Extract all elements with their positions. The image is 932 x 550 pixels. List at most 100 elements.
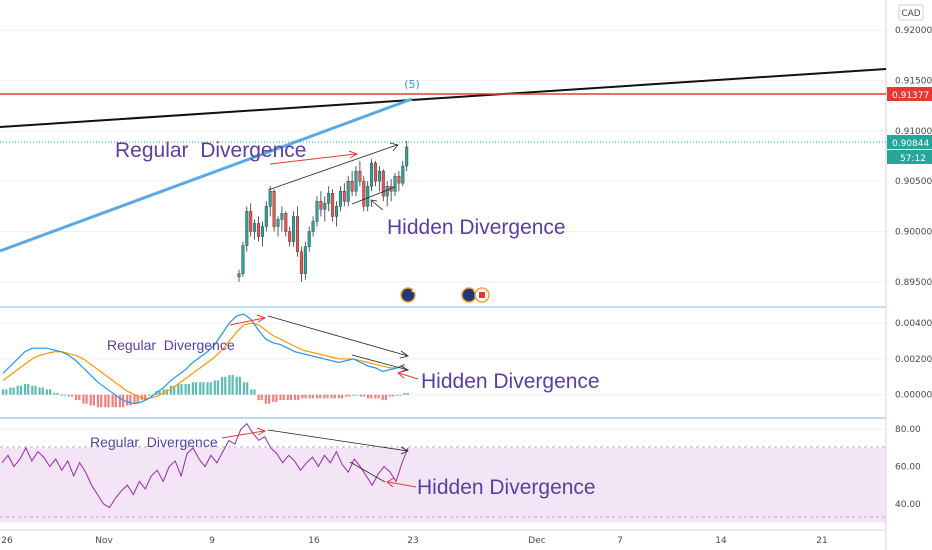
histogram-bar xyxy=(60,394,63,396)
macd-grid xyxy=(0,322,886,396)
currency-label: CAD xyxy=(901,9,920,19)
y-tick-label: 0.90000 xyxy=(895,228,932,238)
histogram-bar xyxy=(34,385,37,395)
histogram-bar xyxy=(403,392,406,395)
candle-body xyxy=(311,221,315,232)
candle-body xyxy=(272,191,276,227)
annotation-regular-divergence-macd[interactable]: Regular Divergence xyxy=(107,337,235,353)
y-tick-label: 0.92000 xyxy=(895,26,932,36)
macd-divergence-upper-line[interactable] xyxy=(267,315,409,357)
histogram-bar xyxy=(63,394,66,396)
y-tick-label: 0.00000 xyxy=(895,391,932,401)
wave-label[interactable]: (5) xyxy=(404,78,420,91)
candle xyxy=(253,219,257,240)
histogram-bar xyxy=(78,394,81,401)
candle xyxy=(358,161,362,187)
candle-body xyxy=(401,165,405,184)
candle xyxy=(249,203,253,237)
hidden-divergence-line[interactable] xyxy=(351,186,396,205)
candle xyxy=(354,166,358,197)
histogram-bar xyxy=(279,394,282,401)
histogram-bar xyxy=(100,394,103,408)
x-tick-label: Nov xyxy=(95,536,113,546)
candle xyxy=(346,176,350,207)
candle-body xyxy=(370,162,374,187)
level-price-label[interactable]: 0.91377 xyxy=(887,87,932,101)
histogram-bar xyxy=(92,394,95,406)
histogram-bar xyxy=(216,380,220,395)
candle-body xyxy=(358,170,362,182)
candle-body xyxy=(280,213,284,220)
histogram-bar xyxy=(264,394,267,404)
histogram-bar xyxy=(257,394,260,401)
candle xyxy=(342,183,346,207)
histogram-bar xyxy=(231,375,234,395)
histogram-bar xyxy=(384,394,387,401)
histogram-bar xyxy=(111,394,114,408)
candle xyxy=(323,196,327,222)
candle-body xyxy=(350,180,354,192)
last-price-label[interactable]: 0.90844 57:12 xyxy=(887,135,932,164)
candle-body xyxy=(257,223,261,237)
annotation-regular-divergence-price[interactable]: Regular Divergence xyxy=(115,139,306,162)
histogram-bar xyxy=(250,389,253,395)
time-axis[interactable]: 26 Nov 9 16 23 Dec 7 14 21 xyxy=(1,536,827,546)
histogram-bar xyxy=(224,376,227,395)
histogram-bar xyxy=(330,394,333,399)
histogram-bar xyxy=(308,394,311,399)
event-badge-1[interactable]: 2 xyxy=(400,285,417,303)
histogram-bar xyxy=(396,394,399,396)
histogram-bar xyxy=(191,382,194,395)
level-price-label-box xyxy=(887,87,932,101)
annotation-hidden-divergence-price[interactable]: Hidden Divergence xyxy=(387,216,566,239)
regular-divergence-top-line[interactable] xyxy=(267,144,398,191)
candle-body xyxy=(354,170,358,192)
red-arrowhead xyxy=(386,477,395,488)
pointer-line-hidden xyxy=(371,200,384,211)
candle xyxy=(350,171,354,197)
price-axis[interactable]: 0.92000 0.91500 0.91000 0.90500 0.90000 0.895… xyxy=(895,26,932,510)
event-badge-2[interactable]: 2 xyxy=(461,285,490,303)
histogram-bar xyxy=(56,392,59,395)
candle-body xyxy=(307,231,311,247)
histogram-bar xyxy=(82,394,85,404)
histogram-bar xyxy=(333,394,336,399)
histogram-bar xyxy=(49,389,52,395)
macd-signal-line xyxy=(2,322,405,399)
histogram-bar xyxy=(319,394,322,399)
annotation-regular-divergence-rsi[interactable]: Regular Divergence xyxy=(90,434,218,450)
candle xyxy=(237,269,241,282)
y-tick-label: 60.00 xyxy=(895,463,921,473)
histogram-bar xyxy=(326,394,329,399)
histogram-bar xyxy=(213,380,216,395)
candle-body xyxy=(393,175,397,192)
macd-red-arrows xyxy=(229,314,419,380)
y-tick-label: 40.00 xyxy=(895,500,921,510)
histogram-bar xyxy=(337,394,340,399)
trendline-blue[interactable] xyxy=(0,97,413,253)
candle-body xyxy=(366,186,370,207)
histogram-bar xyxy=(162,389,165,395)
candle-body xyxy=(253,223,257,232)
currency-badge[interactable]: CAD xyxy=(898,4,924,21)
x-tick-label: 21 xyxy=(816,536,827,546)
candle xyxy=(389,179,393,202)
rsi-divergence-upper-line[interactable] xyxy=(267,429,409,452)
trendline-black[interactable] xyxy=(0,68,887,128)
candle-body xyxy=(303,246,307,274)
annotation-hidden-divergence-rsi[interactable]: Hidden Divergence xyxy=(417,476,596,499)
flag-icon-mark xyxy=(479,292,485,298)
macd-divergence-lower-line[interactable] xyxy=(351,354,409,371)
macd-histogram xyxy=(2,375,409,408)
histogram-bar xyxy=(275,394,278,402)
rsi-divergence-lower-line[interactable] xyxy=(349,461,386,483)
histogram-bar xyxy=(315,394,319,399)
candle xyxy=(315,196,319,227)
y-tick-label: 0.91000 xyxy=(895,127,932,137)
histogram-bar xyxy=(114,394,117,408)
candle-body xyxy=(319,201,323,210)
annotation-hidden-divergence-macd[interactable]: Hidden Divergence xyxy=(421,370,600,393)
candle xyxy=(260,221,264,247)
arrowhead xyxy=(399,350,409,359)
